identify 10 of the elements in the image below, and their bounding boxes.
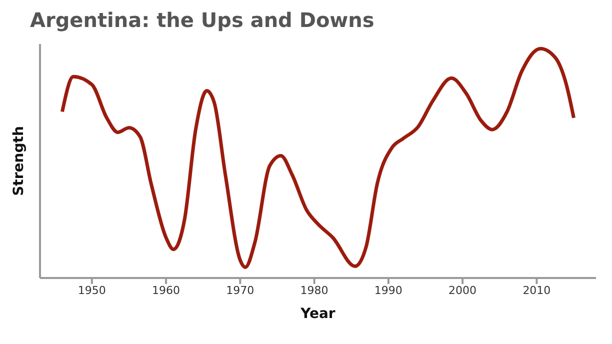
x-tick-label: 2000	[448, 284, 477, 297]
x-axis-title: Year	[300, 306, 336, 322]
x-tick-label: 1990	[374, 284, 402, 297]
x-tick-label: 1980	[300, 284, 328, 297]
chart-title: Argentina: the Ups and Downs	[30, 8, 374, 32]
x-tick-label: 1950	[78, 284, 106, 297]
y-axis-title: Strength	[10, 126, 27, 196]
x-tick-label: 2010	[522, 284, 551, 297]
x-tick-label: 1970	[226, 284, 254, 297]
x-tick-label: 1960	[152, 284, 180, 297]
